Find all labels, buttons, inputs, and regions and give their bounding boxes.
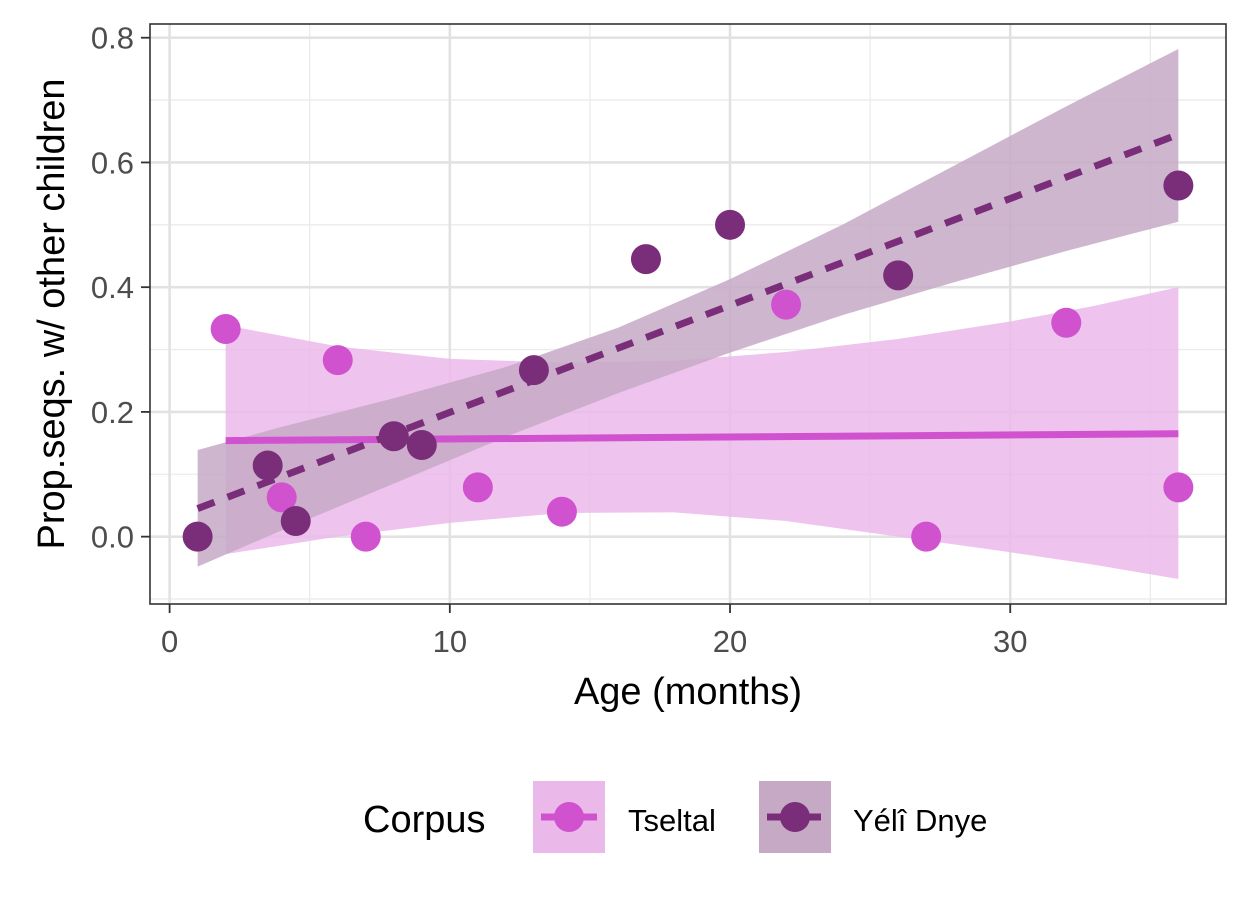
data-point-tseltal [546, 496, 577, 527]
y-axis-label: Prop.seqs. w/ other children [31, 78, 73, 549]
legend-key-point [780, 802, 810, 832]
data-point-y-l-dnye [1163, 170, 1194, 201]
data-point-tseltal [462, 472, 493, 503]
data-point-y-l-dnye [182, 521, 213, 552]
legend-key-point [554, 802, 584, 832]
legend: Corpus Tseltal Yélî Dnye [363, 781, 987, 853]
data-point-y-l-dnye [883, 260, 914, 291]
y-tick-label: 0.8 [91, 21, 134, 56]
data-point-tseltal [911, 521, 942, 552]
panel-border [149, 23, 1227, 605]
x-axis-label: Age (months) [574, 671, 802, 713]
x-tick-label: 10 [433, 624, 467, 659]
data-point-tseltal [210, 313, 241, 344]
data-point-tseltal [1051, 307, 1082, 338]
y-tick-label: 0.0 [91, 520, 134, 555]
data-point-tseltal [322, 345, 353, 376]
x-tick-label: 0 [161, 624, 178, 659]
data-points [182, 170, 1194, 552]
x-tick-label: 30 [993, 624, 1027, 659]
fit-line-y-l-dnye [196, 131, 1180, 512]
data-point-tseltal [771, 289, 802, 320]
data-point-tseltal [350, 521, 381, 552]
data-point-y-l-dnye [715, 209, 746, 240]
data-point-tseltal [1163, 472, 1194, 503]
data-point-y-l-dnye [252, 450, 283, 481]
data-point-tseltal [266, 482, 297, 513]
data-point-y-l-dnye [378, 421, 409, 452]
data-point-y-l-dnye [280, 506, 311, 537]
y-tick-label: 0.6 [91, 145, 134, 180]
data-point-y-l-dnye [630, 244, 661, 275]
legend-title: Corpus [363, 799, 486, 841]
data-point-y-l-dnye [518, 355, 549, 386]
legend-label: Tseltal [628, 803, 716, 838]
y-tick-label: 0.2 [91, 395, 134, 430]
confidence-band-tseltal [225, 287, 1179, 580]
data-point-y-l-dnye [406, 429, 437, 460]
legend-label: Yélî Dnye [853, 803, 987, 838]
x-tick-label: 20 [713, 624, 747, 659]
y-tick-label: 0.4 [91, 270, 134, 305]
axes: 0 10 20 30 0.0 0.2 0.4 0.6 0.8 [91, 21, 1028, 659]
